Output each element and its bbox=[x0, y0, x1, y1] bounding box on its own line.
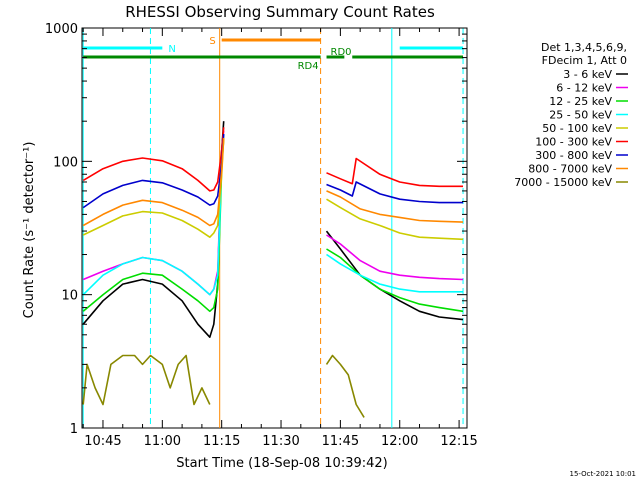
legend-header-line-1: Det 1,3,4,5,6,9, bbox=[541, 41, 627, 54]
chart-title: RHESSI Observing Summary Count Rates bbox=[125, 3, 435, 21]
legend: Det 1,3,4,5,6,9, FDecim 1, Att 0 3 - 6 k… bbox=[514, 41, 628, 189]
series-line-3 bbox=[82, 134, 463, 296]
status-bar-label-rd4: RD4 bbox=[298, 61, 319, 72]
legend-entry-label-3: 25 - 50 keV bbox=[549, 109, 612, 122]
legend-header-line-2: FDecim 1, Att 0 bbox=[542, 54, 627, 67]
y-axis-label: Count Rate (s⁻¹ detector⁻¹) bbox=[22, 142, 37, 319]
y-tick-label-3: 1000 bbox=[45, 22, 78, 37]
series-line-8 bbox=[82, 354, 365, 418]
x-tick-label-0: 10:45 bbox=[84, 434, 121, 449]
y-tick-label-2: 100 bbox=[53, 155, 78, 170]
plot-area bbox=[81, 27, 468, 429]
legend-entry-label-6: 300 - 800 keV bbox=[535, 149, 612, 162]
x-tick-label-2: 11:15 bbox=[203, 434, 240, 449]
generation-timestamp: 15-Oct-2021 10:01 bbox=[570, 470, 636, 478]
plot-frame bbox=[81, 27, 468, 429]
y-tick-label-0: 1 bbox=[70, 422, 78, 437]
x-tick-label-3: 11:30 bbox=[262, 434, 299, 449]
series-lines bbox=[82, 121, 464, 418]
legend-entry-label-8: 7000 - 15000 keV bbox=[514, 176, 612, 189]
series-line-7 bbox=[82, 137, 464, 227]
series-line-0 bbox=[82, 121, 464, 338]
series-line-2 bbox=[82, 137, 464, 313]
legend-entry-label-5: 100 - 300 keV bbox=[535, 136, 612, 149]
legend-entry-label-7: 800 - 7000 keV bbox=[528, 163, 612, 176]
legend-entry-label-0: 3 - 6 keV bbox=[563, 68, 612, 81]
legend-entry-label-2: 12 - 25 keV bbox=[549, 95, 612, 108]
x-axis-label: Start Time (18-Sep-08 10:39:42) bbox=[176, 456, 387, 471]
series-line-6 bbox=[82, 134, 463, 209]
legend-entry-label-4: 50 - 100 keV bbox=[542, 122, 612, 135]
y-axis-ticks: 1 10 100 1000 bbox=[45, 22, 467, 437]
x-tick-label-6: 12:15 bbox=[440, 434, 477, 449]
legend-entry-label-1: 6 - 12 keV bbox=[556, 82, 612, 95]
y-tick-label-1: 10 bbox=[61, 289, 78, 304]
x-axis-ticks: 10:45 11:00 11:15 11:30 11:45 12:00 12:15 bbox=[82, 28, 478, 449]
x-tick-label-4: 11:45 bbox=[322, 434, 359, 449]
status-bar-label-rd0: RD0 bbox=[331, 47, 352, 58]
status-bars: N S RD4 RD0 bbox=[83, 36, 464, 72]
x-tick-label-5: 12:00 bbox=[381, 434, 418, 449]
x-tick-label-1: 11:00 bbox=[144, 434, 181, 449]
series-line-4 bbox=[82, 137, 464, 241]
status-bar-label-n: N bbox=[168, 44, 175, 55]
status-bar-label-s: S bbox=[209, 36, 215, 47]
series-line-5 bbox=[82, 127, 463, 192]
vertical-markers bbox=[82, 28, 464, 428]
